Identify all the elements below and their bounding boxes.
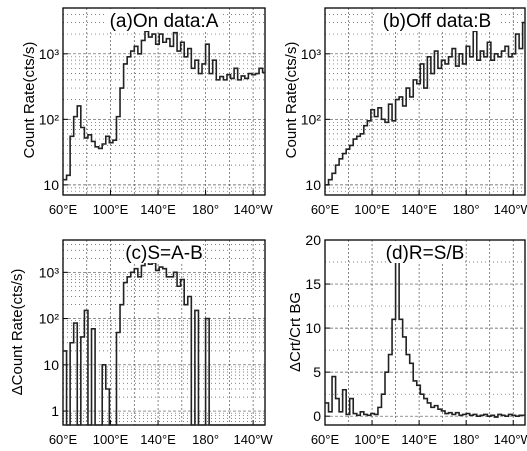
y-axis-label: ΔCount Rate(cts/s) (9, 269, 26, 396)
x-tick-label: 180° (453, 202, 480, 217)
title-backdrop (106, 9, 222, 31)
plot-frame (62, 239, 266, 426)
y-tick-label: 5 (313, 364, 321, 380)
x-tick-label: 60°E (311, 432, 340, 447)
title-backdrop (375, 9, 499, 31)
grid (63, 240, 265, 425)
y-axis-label: Count Rate(cts/s) (283, 42, 300, 159)
grid (325, 8, 525, 195)
x-tick-label: 140°E (401, 432, 437, 447)
grid (325, 239, 525, 425)
y-tick-label: 10² (301, 111, 322, 127)
x-tick-label: 180° (192, 202, 219, 217)
title-backdrop (125, 241, 203, 263)
x-tick-label: 140°E (140, 432, 176, 447)
panel-c: 1 10 10² 10³ 60°E 100°E 140°E 180° 140°W ΔCount R… (9, 239, 274, 447)
x-tick-label: 100°E (93, 432, 129, 447)
x-tick-label: 60°E (49, 432, 78, 447)
y-tick-label: 0 (313, 408, 321, 424)
y-tick-label: 10³ (39, 46, 60, 62)
y-tick-label: 15 (305, 276, 321, 292)
y-tick-label: 10² (39, 111, 60, 127)
x-tick-label: 140°W (494, 202, 527, 217)
grid (63, 8, 265, 195)
data-series-line (325, 21, 525, 186)
panel-title: (c)S=A-B (125, 243, 203, 264)
x-tick-label: 60°E (49, 202, 78, 217)
x-tick-label: 100°E (93, 202, 129, 217)
data-series-line (325, 243, 525, 418)
y-axis-label: ΔCrt/Crt BG (287, 292, 304, 372)
panel-title: (b)Off data:B (383, 11, 491, 32)
plot-frame (324, 7, 526, 196)
y-tick-label: 10³ (301, 46, 322, 62)
x-tick-label: 100°E (354, 432, 390, 447)
plot-frame (62, 7, 266, 196)
y-tick-label: 10 (305, 177, 321, 193)
panel-a: 10 10² 10³ 60°E 100°E 140°E 180° 140°W Count Rat… (21, 7, 274, 217)
y-tick-label: 10 (305, 320, 321, 336)
x-tick-label: 140°W (494, 432, 527, 447)
x-tick-label: 140°E (140, 202, 176, 217)
x-tick-label: 100°E (354, 202, 390, 217)
x-tick-label: 180° (192, 432, 219, 447)
x-tick-label: 60°E (311, 202, 340, 217)
panel-d: 0 5 10 15 20 60°E 100°E 140°E 180° 140°W ΔCrt/Crt … (287, 232, 527, 447)
panel-b: 10 10² 10³ 60°E 100°E 140°E 180° 140°W Count Rat… (283, 7, 527, 217)
y-tick-label: 10 (43, 357, 59, 373)
x-tick-label: 140°E (401, 202, 437, 217)
x-tick-label: 180° (453, 432, 480, 447)
data-series-line (63, 259, 265, 426)
y-axis-label: Count Rate(cts/s) (21, 42, 38, 159)
panel-title: (a)On data:A (110, 11, 219, 32)
y-tick-label: 10 (43, 177, 59, 193)
y-tick-label: 10³ (39, 264, 60, 280)
title-backdrop (386, 241, 464, 263)
panel-title: (d)R=S/B (386, 243, 465, 264)
x-tick-label: 140°W (234, 432, 274, 447)
y-tick-label: 1 (51, 403, 59, 419)
plot-frame (324, 239, 526, 426)
x-tick-label: 140°W (234, 202, 274, 217)
data-series-line (63, 30, 265, 181)
y-tick-label: 20 (305, 232, 321, 248)
y-tick-label: 10² (39, 311, 60, 327)
